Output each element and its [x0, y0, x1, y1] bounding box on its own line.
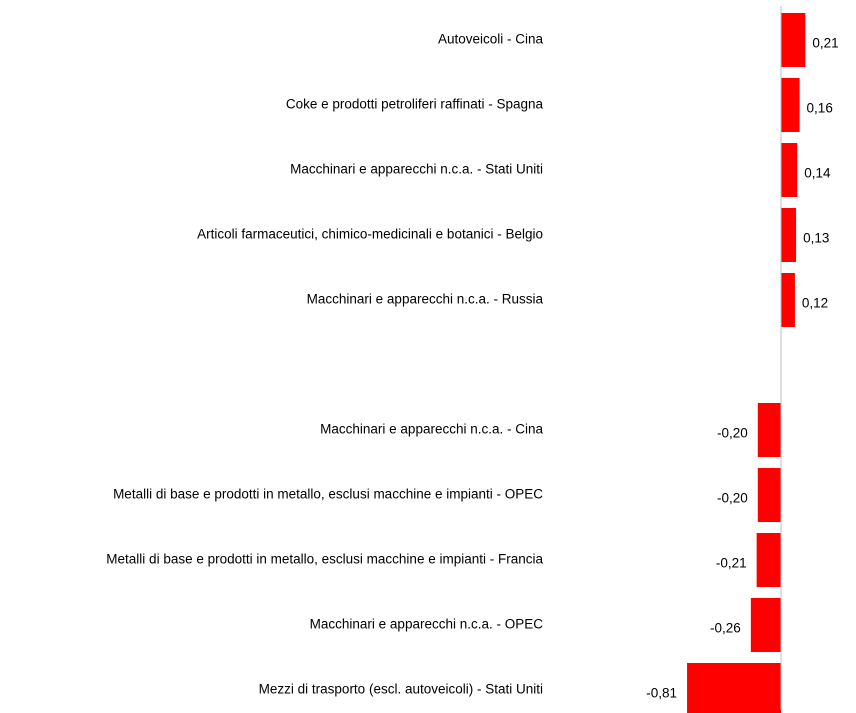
category-label: Macchinari e apparecchi n.c.a. - OPEC — [310, 617, 544, 632]
category-label: Macchinari e apparecchi n.c.a. - Stati U… — [290, 162, 543, 177]
bar — [750, 598, 781, 652]
value-label: 0,13 — [803, 231, 829, 246]
bar — [781, 143, 798, 197]
value-label: 0,21 — [812, 36, 838, 51]
category-label: Metalli di base e prodotti in metallo, e… — [106, 552, 543, 567]
category-label: Mezzi di trasporto (escl. autoveicoli) -… — [259, 682, 543, 697]
category-label: Macchinari e apparecchi n.c.a. - Russia — [307, 292, 544, 307]
bar — [781, 273, 795, 327]
category-label: Coke e prodotti petroliferi raffinati - … — [286, 97, 544, 112]
value-label: 0,16 — [807, 101, 833, 116]
bar — [687, 663, 781, 713]
category-label: Autoveicoli - Cina — [438, 32, 544, 47]
bar — [757, 403, 781, 457]
value-label: -0,20 — [717, 426, 748, 441]
bar — [781, 78, 800, 132]
bar — [757, 468, 781, 522]
bar — [781, 13, 806, 67]
value-label: -0,20 — [717, 491, 748, 506]
value-label: -0,81 — [646, 686, 677, 701]
value-label: -0,26 — [710, 621, 741, 636]
value-label: -0,21 — [716, 556, 747, 571]
value-label: 0,14 — [804, 166, 831, 181]
bar — [756, 533, 781, 587]
bar — [781, 208, 797, 262]
category-label: Macchinari e apparecchi n.c.a. - Cina — [320, 422, 543, 437]
category-label: Metalli di base e prodotti in metallo, e… — [113, 487, 543, 502]
category-label: Articoli farmaceutici, chimico-medicinal… — [197, 227, 543, 242]
value-label: 0,12 — [802, 296, 828, 311]
